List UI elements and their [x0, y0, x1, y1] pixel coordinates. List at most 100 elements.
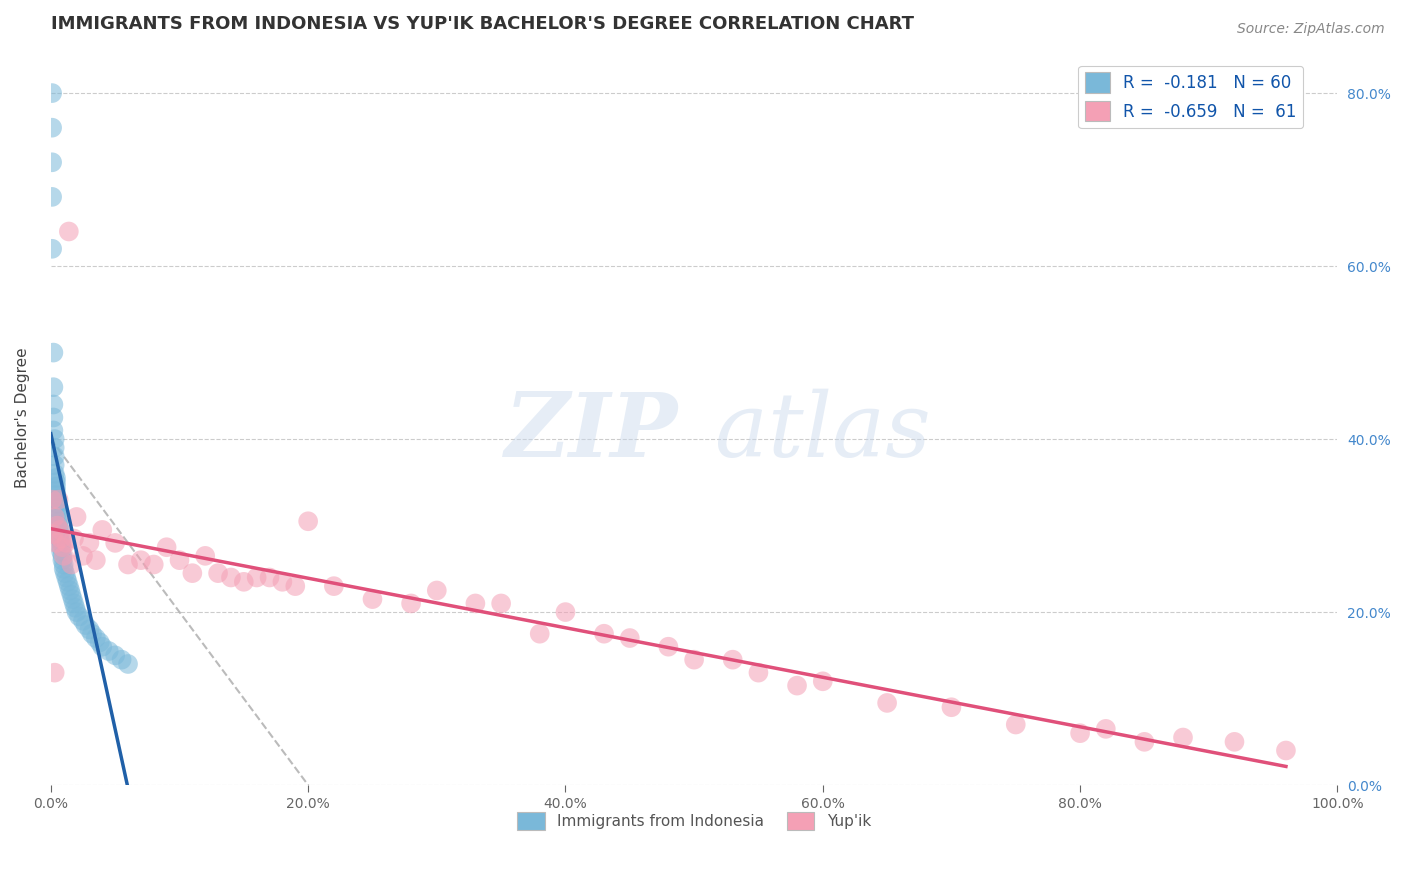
Point	[80, 626, 103, 640]
Point	[1223, 735, 1246, 749]
Point	[46, 492, 69, 507]
Point	[42, 397, 65, 411]
Point	[48, 510, 70, 524]
Point	[51, 549, 73, 563]
Point	[49, 532, 72, 546]
Point	[284, 579, 307, 593]
Point	[721, 653, 744, 667]
Point	[322, 579, 344, 593]
Text: Source: ZipAtlas.com: Source: ZipAtlas.com	[1237, 22, 1385, 37]
Point	[89, 635, 111, 649]
Point	[46, 497, 69, 511]
Point	[1095, 722, 1118, 736]
Point	[529, 626, 551, 640]
Point	[45, 536, 67, 550]
Point	[361, 592, 384, 607]
Point	[129, 553, 152, 567]
Point	[45, 471, 67, 485]
Point	[49, 527, 72, 541]
Point	[65, 605, 87, 619]
Point	[786, 679, 808, 693]
Point	[44, 665, 66, 680]
Text: ZIP: ZIP	[505, 389, 678, 475]
Point	[207, 566, 229, 581]
Point	[42, 380, 65, 394]
Point	[45, 480, 67, 494]
Point	[48, 518, 70, 533]
Point	[45, 475, 67, 490]
Point	[117, 657, 139, 671]
Point	[52, 549, 75, 563]
Point	[117, 558, 139, 572]
Point	[53, 566, 76, 581]
Point	[41, 242, 63, 256]
Text: atlas: atlas	[714, 389, 931, 475]
Point	[181, 566, 204, 581]
Point	[1133, 735, 1156, 749]
Point	[60, 558, 83, 572]
Point	[45, 483, 67, 498]
Text: IMMIGRANTS FROM INDONESIA VS YUP'IK BACHELOR'S DEGREE CORRELATION CHART: IMMIGRANTS FROM INDONESIA VS YUP'IK BACH…	[51, 15, 914, 33]
Point	[55, 570, 77, 584]
Point	[52, 558, 75, 572]
Point	[45, 488, 67, 502]
Point	[49, 532, 72, 546]
Point	[44, 441, 66, 455]
Point	[49, 523, 72, 537]
Point	[41, 190, 63, 204]
Point	[44, 458, 66, 472]
Point	[489, 597, 512, 611]
Point	[42, 527, 65, 541]
Point	[41, 120, 63, 135]
Point	[48, 492, 70, 507]
Point	[59, 583, 82, 598]
Point	[194, 549, 217, 563]
Point	[399, 597, 422, 611]
Point	[142, 558, 165, 572]
Point	[811, 674, 834, 689]
Point	[97, 644, 120, 658]
Point	[297, 514, 319, 528]
Point	[554, 605, 576, 619]
Point	[44, 450, 66, 464]
Point	[104, 536, 127, 550]
Point	[46, 518, 69, 533]
Point	[49, 540, 72, 554]
Point	[156, 540, 179, 554]
Point	[747, 665, 769, 680]
Point	[941, 700, 963, 714]
Point	[44, 467, 66, 481]
Point	[1275, 743, 1298, 757]
Point	[48, 514, 70, 528]
Point	[65, 600, 87, 615]
Point	[232, 574, 254, 589]
Point	[55, 536, 77, 550]
Point	[876, 696, 898, 710]
Point	[67, 609, 90, 624]
Point	[91, 640, 114, 654]
Point	[58, 225, 80, 239]
Point	[91, 523, 114, 537]
Point	[56, 574, 79, 589]
Point	[246, 570, 269, 584]
Point	[426, 583, 449, 598]
Point	[259, 570, 281, 584]
Point	[75, 618, 97, 632]
Point	[169, 553, 191, 567]
Point	[72, 549, 94, 563]
Point	[464, 597, 486, 611]
Point	[104, 648, 127, 663]
Point	[593, 626, 616, 640]
Point	[49, 523, 72, 537]
Point	[58, 579, 80, 593]
Point	[51, 540, 73, 554]
Point	[619, 631, 641, 645]
Point	[46, 501, 69, 516]
Point	[44, 432, 66, 446]
Point	[41, 492, 63, 507]
Point	[42, 410, 65, 425]
Legend: Immigrants from Indonesia, Yup'ik: Immigrants from Indonesia, Yup'ik	[512, 805, 877, 837]
Point	[683, 653, 706, 667]
Point	[44, 510, 66, 524]
Point	[65, 510, 87, 524]
